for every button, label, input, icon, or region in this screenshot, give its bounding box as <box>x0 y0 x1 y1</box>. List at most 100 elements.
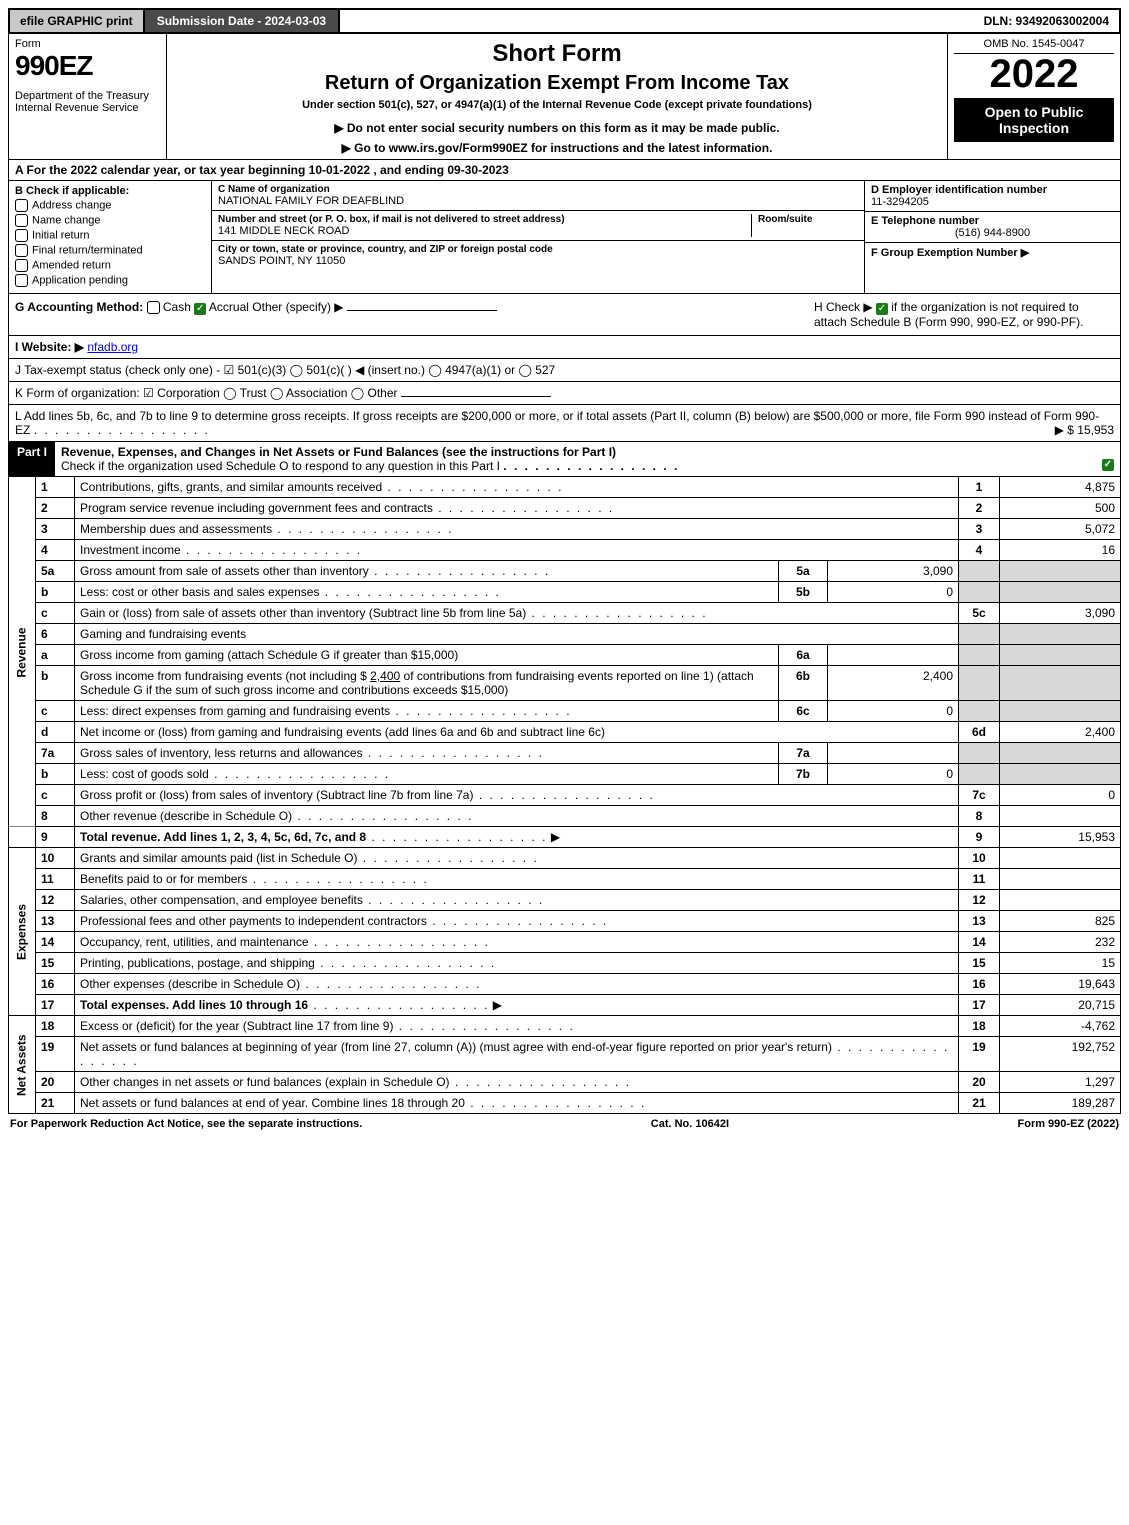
chk-address-change[interactable]: Address change <box>15 199 205 212</box>
header-right: OMB No. 1545-0047 2022 Open to Public In… <box>948 34 1120 159</box>
line-1: Revenue 1 Contributions, gifts, grants, … <box>9 477 1121 498</box>
footer-left: For Paperwork Reduction Act Notice, see … <box>10 1118 362 1130</box>
department: Department of the Treasury <box>15 90 160 102</box>
street: 141 MIDDLE NECK ROAD <box>218 225 751 237</box>
org-name-label: C Name of organization <box>218 184 858 195</box>
top-bar: efile GRAPHIC print Submission Date - 20… <box>8 8 1121 34</box>
line-4: 4Investment income 416 <box>9 540 1121 561</box>
revenue-side-label: Revenue <box>9 477 36 827</box>
section-b-label: B Check if applicable: <box>15 185 205 197</box>
line-18: Net Assets 18Excess or (deficit) for the… <box>9 1016 1121 1037</box>
city: SANDS POINT, NY 11050 <box>218 255 553 267</box>
phone-value: (516) 944-8900 <box>871 227 1114 239</box>
row-g: G Accounting Method: Cash ✓ Accrual Othe… <box>15 300 497 329</box>
page-footer: For Paperwork Reduction Act Notice, see … <box>8 1114 1121 1134</box>
section-d: D Employer identification number 11-3294… <box>865 181 1120 212</box>
row-gh: G Accounting Method: Cash ✓ Accrual Othe… <box>8 294 1121 336</box>
line-5a: 5aGross amount from sale of assets other… <box>9 561 1121 582</box>
line-5c: cGain or (loss) from sale of assets othe… <box>9 603 1121 624</box>
line-5b: bLess: cost or other basis and sales exp… <box>9 582 1121 603</box>
row-h: H Check ▶ ✓ if the organization is not r… <box>814 300 1114 329</box>
lines-table: Revenue 1 Contributions, gifts, grants, … <box>8 477 1121 1114</box>
group-exemption-label: F Group Exemption Number ▶ <box>871 247 1029 259</box>
line-14: 14Occupancy, rent, utilities, and mainte… <box>9 932 1121 953</box>
line-2: 2Program service revenue including gover… <box>9 498 1121 519</box>
tax-year: 2022 <box>954 54 1114 94</box>
line-21: 21Net assets or fund balances at end of … <box>9 1093 1121 1114</box>
line-a: A For the 2022 calendar year, or tax yea… <box>8 160 1121 181</box>
line-10: Expenses 10Grants and similar amounts pa… <box>9 848 1121 869</box>
line-6d: dNet income or (loss) from gaming and fu… <box>9 722 1121 743</box>
part1-tag: Part I <box>9 442 55 476</box>
chk-amended-return[interactable]: Amended return <box>15 259 205 272</box>
row-k: K Form of organization: ☑ Corporation ◯ … <box>8 382 1121 405</box>
submission-date: Submission Date - 2024-03-03 <box>145 10 340 32</box>
header-left: Form 990EZ Department of the Treasury In… <box>9 34 167 159</box>
part1-title: Revenue, Expenses, and Changes in Net As… <box>61 445 616 459</box>
chk-initial-return[interactable]: Initial return <box>15 229 205 242</box>
section-c: C Name of organization NATIONAL FAMILY F… <box>212 181 864 293</box>
room-label: Room/suite <box>758 214 858 225</box>
topbar-left: efile GRAPHIC print Submission Date - 20… <box>10 10 340 32</box>
footer-right: Form 990-EZ (2022) <box>1018 1118 1119 1130</box>
ein-value: 11-3294205 <box>871 196 1114 208</box>
line-6a: aGross income from gaming (attach Schedu… <box>9 645 1121 666</box>
line-19: 19Net assets or fund balances at beginni… <box>9 1037 1121 1072</box>
form-header: Form 990EZ Department of the Treasury In… <box>8 34 1121 160</box>
line-15: 15Printing, publications, postage, and s… <box>9 953 1121 974</box>
line-9: 9 Total revenue. Add lines 1, 2, 3, 4, 5… <box>9 827 1121 848</box>
form-word: Form <box>15 38 160 50</box>
line-6: 6Gaming and fundraising events <box>9 624 1121 645</box>
line-17: 17Total expenses. Add lines 10 through 1… <box>9 995 1121 1016</box>
g-label: G Accounting Method: <box>15 300 143 314</box>
line-7b: bLess: cost of goods sold 7b0 <box>9 764 1121 785</box>
ssn-warning: ▶ Do not enter social security numbers o… <box>173 121 941 135</box>
line-20: 20Other changes in net assets or fund ba… <box>9 1072 1121 1093</box>
goto-link[interactable]: ▶ Go to www.irs.gov/Form990EZ for instru… <box>173 141 941 155</box>
org-other-field[interactable] <box>401 396 551 397</box>
under-section: Under section 501(c), 527, or 4947(a)(1)… <box>173 99 941 111</box>
chk-name-change[interactable]: Name change <box>15 214 205 227</box>
line-7a: 7aGross sales of inventory, less returns… <box>9 743 1121 764</box>
line-7c: cGross profit or (loss) from sales of in… <box>9 785 1121 806</box>
chk-application-pending[interactable]: Application pending <box>15 274 205 287</box>
open-public: Open to Public Inspection <box>954 98 1114 142</box>
expenses-side-label: Expenses <box>9 848 36 1016</box>
website-link[interactable]: nfadb.org <box>87 340 138 354</box>
chk-schedule-o[interactable]: ✓ <box>1102 459 1114 471</box>
section-f: F Group Exemption Number ▶ <box>865 243 1120 262</box>
line-11: 11Benefits paid to or for members 11 <box>9 869 1121 890</box>
line-16: 16Other expenses (describe in Schedule O… <box>9 974 1121 995</box>
section-def: D Employer identification number 11-3294… <box>864 181 1120 293</box>
part1-check-text: Check if the organization used Schedule … <box>61 459 500 473</box>
gross-receipts-value: ▶ $ 15,953 <box>1055 423 1114 437</box>
chk-accrual[interactable]: ✓ <box>194 303 206 315</box>
chk-cash[interactable] <box>147 301 160 314</box>
chk-final-return[interactable]: Final return/terminated <box>15 244 205 257</box>
line-6b: b Gross income from fundraising events (… <box>9 666 1121 701</box>
row-l: L Add lines 5b, 6c, and 7b to line 9 to … <box>8 405 1121 442</box>
chk-schedule-b[interactable]: ✓ <box>876 303 888 315</box>
line-8: 8Other revenue (describe in Schedule O) … <box>9 806 1121 827</box>
form-number: 990EZ <box>15 50 160 82</box>
footer-center: Cat. No. 10642I <box>651 1118 729 1130</box>
section-bcdef: B Check if applicable: Address change Na… <box>8 181 1121 294</box>
part1-header: Part I Revenue, Expenses, and Changes in… <box>8 442 1121 477</box>
city-label: City or town, state or province, country… <box>218 244 553 255</box>
phone-label: E Telephone number <box>871 215 1114 227</box>
irs: Internal Revenue Service <box>15 102 160 114</box>
street-label: Number and street (or P. O. box, if mail… <box>218 214 751 225</box>
row-j: J Tax-exempt status (check only one) - ☑… <box>8 359 1121 382</box>
line-6c: cLess: direct expenses from gaming and f… <box>9 701 1121 722</box>
org-name: NATIONAL FAMILY FOR DEAFBLIND <box>218 195 858 207</box>
row-i: I Website: ▶ nfadb.org <box>8 336 1121 359</box>
form-title: Return of Organization Exempt From Incom… <box>173 72 941 95</box>
line-12: 12Salaries, other compensation, and empl… <box>9 890 1121 911</box>
netassets-side-label: Net Assets <box>9 1016 36 1114</box>
efile-print-button[interactable]: efile GRAPHIC print <box>10 10 145 32</box>
dln: DLN: 93492063002004 <box>974 10 1119 32</box>
short-form-label: Short Form <box>173 40 941 68</box>
other-specify-field[interactable] <box>347 310 497 311</box>
ein-label: D Employer identification number <box>871 184 1114 196</box>
header-center: Short Form Return of Organization Exempt… <box>167 34 948 159</box>
